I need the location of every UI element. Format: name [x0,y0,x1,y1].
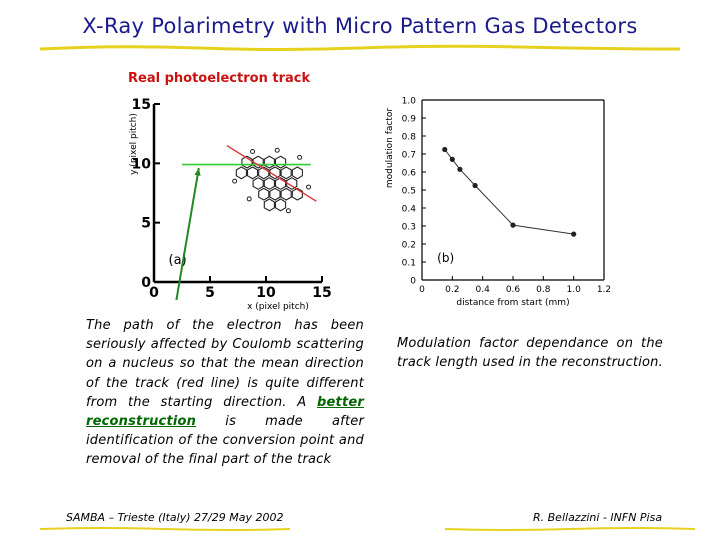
hex-pixel-cell [252,155,264,169]
modulation-data-point [510,222,516,228]
y-tick-label: 0.7 [402,151,416,161]
x-tick-label: 15 [312,285,331,301]
footer-line-left [40,527,290,531]
y-tick-label: 1.0 [402,97,417,107]
small-hit-dot [297,154,303,160]
hex-pixel-cell [269,187,281,201]
chart-a-marks [175,144,317,301]
y-tick-label: 0.4 [402,205,417,215]
small-hit-dot [306,184,312,190]
hex-pixel-cell [263,177,275,190]
hex-pixel-cell [263,155,275,169]
small-hit-dot [232,178,238,184]
track-start-arrowhead [194,168,201,176]
hex-pixel-cell [235,166,247,180]
hex-pixel-cell [269,166,281,180]
modulation-data-point [457,166,463,172]
modulation-data-point [571,231,577,237]
hex-pixel-cell [274,198,287,212]
hex-pixel-cell [286,177,298,190]
modulation-series-line [444,149,574,235]
x-tick-label: 0 [419,285,425,295]
hex-pixel-cell [291,187,303,201]
footer-line-right [445,527,695,531]
modulation-data-point [449,156,455,162]
x-tick-label: 0.2 [445,285,459,295]
left-text-part-1: The path of the electron has been seriou… [86,318,364,410]
right-paragraph: Modulation factor dependance on the trac… [397,336,663,371]
small-hit-dot [274,147,280,153]
hex-pixel-cell [241,155,253,169]
footer-author: R. Bellazzini - INFN Pisa [533,511,663,524]
y-tick-label: 0.8 [402,133,417,143]
hex-pixel-cell [246,166,259,180]
small-hit-dot [250,148,256,154]
hex-pixel-cell [291,166,303,180]
y-axis-label: y (pixel pitch) [129,113,139,175]
slide-title: X-Ray Polarimetry with Micro Pattern Gas… [82,14,638,38]
y-axis-label: modulation factor [385,108,395,188]
y-tick-label: 0 [410,277,416,287]
hex-pixel-cell [280,187,292,201]
x-tick-label: 1.2 [597,285,611,295]
hex-pixel-cell [258,187,270,201]
x-tick-label: 1.0 [567,285,582,295]
small-hit-dot [246,196,252,202]
x-axis-label: distance from start (mm) [456,298,569,308]
modulation-data-point [472,182,478,189]
x-tick-label: 0.8 [536,285,551,295]
chart-b-axes: 0 0.1 0.2 0.3 0.4 0.5 0.6 0.7 0.8 0.9 1.0 0 0.2 0.4 0.… [385,97,611,309]
y-tick-label: 15 [132,97,151,113]
chart-b-marks [442,146,577,237]
small-hit-dot [285,208,291,214]
x-axis-label: x (pixel pitch) [247,302,309,312]
left-paragraph: The path of the electron has been seriou… [86,316,364,470]
panel-label-b: (b) [437,251,454,265]
y-tick-label: 0.2 [402,241,416,251]
x-tick-label: 0.4 [476,285,491,295]
y-tick-label: 0.1 [402,259,416,269]
hex-pixel-cell [258,166,270,180]
footer-conference: SAMBA – Trieste (Italy) 27/29 May 2002 [66,511,284,524]
y-tick-label: 0.6 [402,169,417,179]
x-tick-label: 10 [256,285,276,301]
modulation-factor-chart: 0 0.1 0.2 0.3 0.4 0.5 0.6 0.7 0.8 0.9 1.0 0 0.2 0.4 0.… [385,97,611,309]
red-mean-direction-line [226,144,317,202]
hex-pixel-cell [274,177,287,190]
y-tick-label: 0 [141,275,151,291]
y-tick-label: 0.3 [402,223,416,233]
y-tick-label: 10 [132,156,152,172]
track-start-arrow [175,167,200,301]
x-tick-label: 5 [205,285,215,301]
x-tick-label: 0.6 [506,285,521,295]
hex-pixel-cell [280,166,292,180]
hex-pixel-cell [252,177,264,190]
modulation-data-point [442,146,448,153]
title-underline [40,44,680,51]
better-reconstruction-link[interactable]: better reconstruction [86,394,364,430]
left-text-part-2: is made after identification of the conv… [86,414,364,468]
y-tick-label: 0.5 [402,187,416,197]
y-tick-label: 0.9 [402,115,417,125]
hex-pixel-cell [274,155,287,169]
hex-pixel-cell [263,198,275,212]
figure-caption: Real photoelectron track [128,71,311,86]
y-tick-label: 5 [141,216,151,232]
x-tick-label: 0 [149,285,159,301]
